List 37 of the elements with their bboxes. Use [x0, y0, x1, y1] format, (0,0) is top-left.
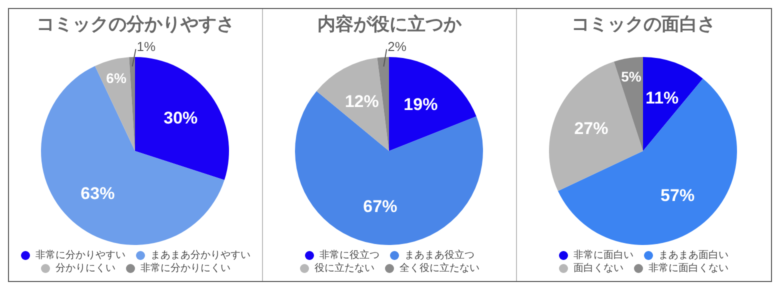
legend-label: まあまあ分かりやすい [150, 249, 250, 262]
data-label: 12% [344, 92, 379, 112]
chart-title: コミックの分かりやすさ [36, 13, 234, 34]
chart-title: 内容が役に立つか [318, 13, 462, 34]
legend-label: まあまあ面白い [658, 249, 728, 262]
data-label: 63% [80, 184, 115, 203]
legend-label: 役に立たない [314, 262, 374, 275]
pie-slice [295, 91, 483, 245]
data-label: 67% [363, 197, 398, 216]
data-label: 27% [574, 119, 608, 138]
chart-title: コミックの面白さ [572, 13, 716, 34]
pie-slice [135, 57, 229, 180]
legend-label: 面白くない [574, 262, 624, 275]
data-label: 57% [660, 186, 695, 206]
pie-slice [94, 57, 135, 151]
pie-slice [549, 62, 643, 192]
data-label: 2% [388, 39, 407, 54]
legend-label: 非常に面白い [574, 249, 634, 262]
pie-slice [643, 57, 703, 151]
legend-label: 非常に分かりにくい [140, 262, 230, 275]
legend-label: 非常に面白くない [648, 262, 728, 275]
data-label: 1% [136, 39, 156, 54]
pie-slice [377, 57, 389, 151]
pie-slice [614, 57, 643, 151]
legend-label: 非常に分かりやすい [36, 249, 126, 262]
data-label: 6% [106, 70, 127, 86]
pie-slice [316, 58, 389, 151]
legend-label: 分かりにくい [56, 262, 116, 275]
data-label: 11% [646, 88, 679, 108]
data-label: 30% [164, 108, 198, 128]
pie-slice [41, 66, 224, 245]
pie-slice [389, 57, 476, 151]
data-label: 5% [621, 68, 642, 85]
legend-label: 全く役に立たない [400, 262, 480, 275]
data-label: 19% [404, 94, 438, 114]
legend-label: 非常に役立つ [320, 249, 380, 262]
legend-label: まあまあ役立つ [404, 249, 474, 262]
